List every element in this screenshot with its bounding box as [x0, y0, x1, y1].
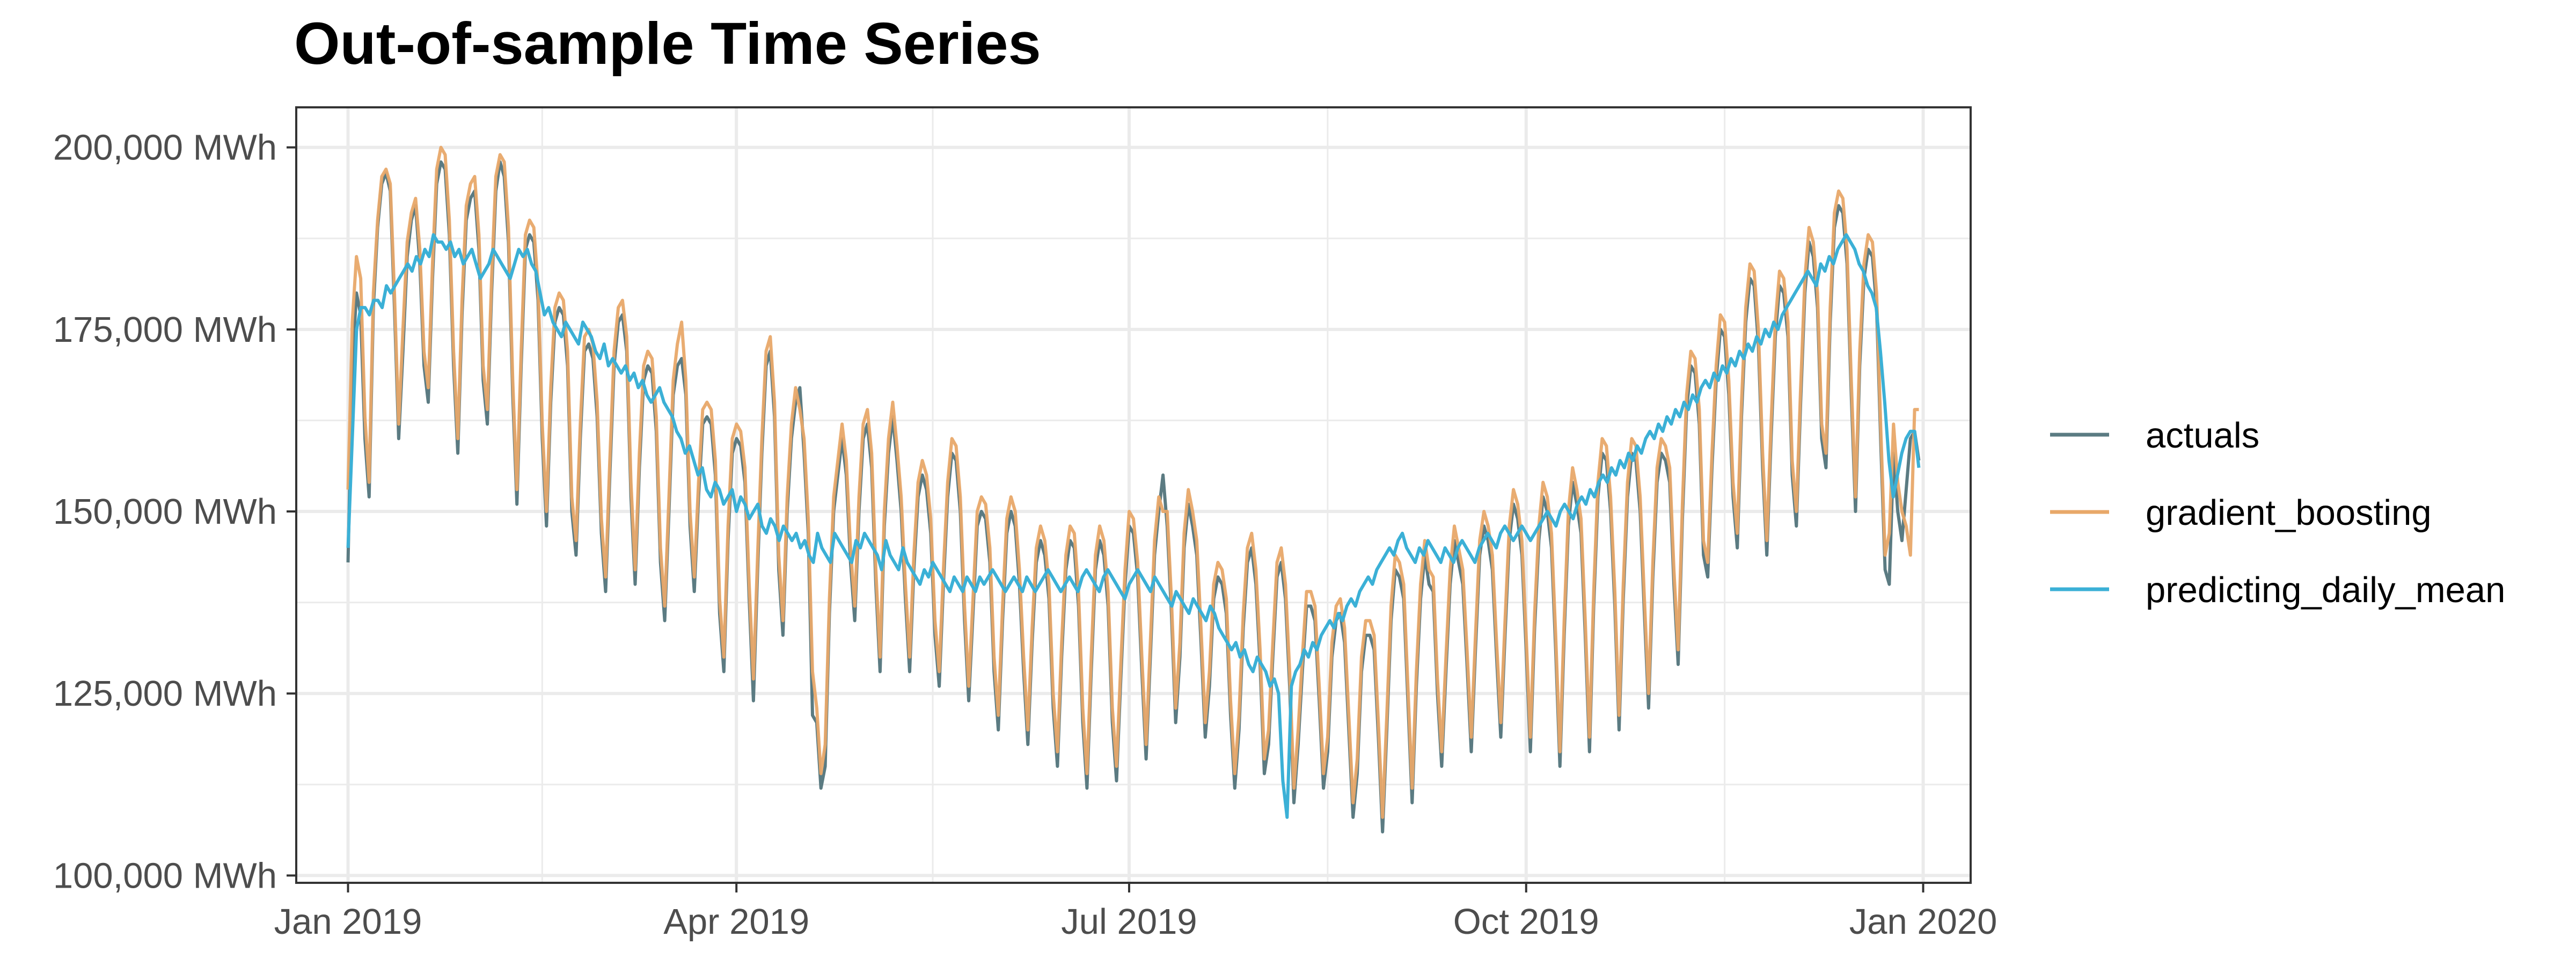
- y-tick-label: 150,000 MWh: [53, 492, 277, 532]
- x-tick-label: Jan 2020: [1849, 902, 1997, 942]
- y-tick-label: 200,000 MWh: [53, 128, 277, 168]
- y-tick-label: 100,000 MWh: [53, 855, 277, 896]
- y-tick-label: 125,000 MWh: [53, 674, 277, 714]
- legend: actuals gradient_boosting predicting_daily…: [2050, 415, 2505, 610]
- grid: [296, 107, 1971, 883]
- y-tick-label: 175,000 MWh: [53, 310, 277, 350]
- plot-background: [296, 107, 1971, 883]
- axes: 100,000 MWh 125,000 MWh 150,000 MWh 175,000…: [53, 128, 1997, 942]
- legend-label-predicting-daily-mean: predicting_daily_mean: [2146, 570, 2505, 610]
- x-tick-label: Jan 2019: [274, 902, 422, 942]
- series-line-predicting-daily-mean: [346, 233, 1921, 819]
- x-tick-label: Jul 2019: [1061, 902, 1197, 942]
- legend-label-actuals: actuals: [2146, 415, 2259, 456]
- legend-label-gradient-boosting: gradient_boosting: [2146, 493, 2432, 533]
- chart-title: Out-of-sample Time Series: [294, 11, 1041, 77]
- panel-border: [295, 106, 1972, 884]
- x-tick-label: Oct 2019: [1453, 902, 1599, 942]
- series-line-gradient-boosting: [346, 145, 1919, 819]
- series-lines: [346, 145, 1921, 833]
- x-tick-label: Apr 2019: [663, 902, 809, 942]
